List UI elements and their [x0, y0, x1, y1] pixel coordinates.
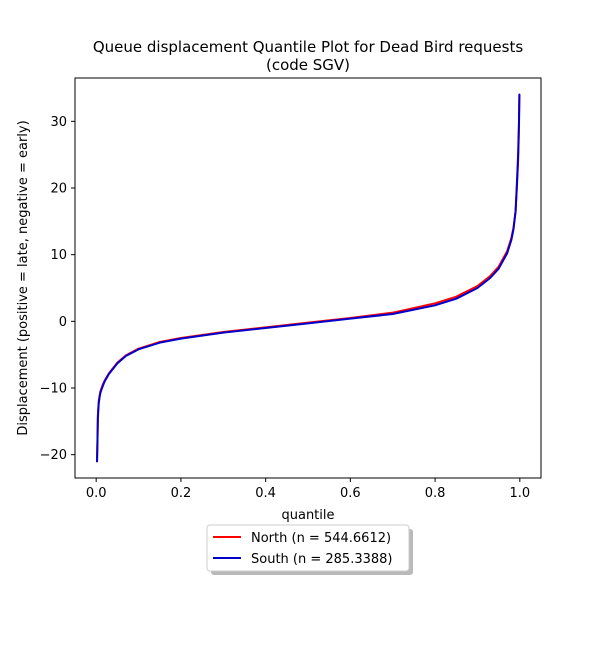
legend-box: [206, 524, 410, 572]
x-axis-label: quantile: [281, 508, 334, 523]
x-tick-label: 0.0: [86, 486, 107, 501]
y-axis-ticks: −20 −10 0 10 20 30: [40, 115, 75, 463]
x-tick-label: 0.8: [425, 486, 446, 501]
plot-content: [96, 93, 521, 463]
x-axis-ticks: 0.0 0.2 0.4 0.6 0.8 1.0: [86, 478, 530, 501]
plot-frame: [74, 77, 542, 479]
y-tick-label: 0: [59, 315, 67, 330]
chart-subtitle: (code SGV): [266, 56, 350, 74]
x-tick-label: 0.2: [171, 486, 192, 501]
chart-title: Queue displacement Quantile Plot for Dea…: [93, 38, 523, 56]
series-line-south: [96, 93, 521, 463]
y-axis-label: Displacement (positive = late, negative …: [16, 120, 31, 435]
y-tick-label: −10: [40, 382, 67, 397]
x-tick-label: 0.4: [255, 486, 276, 501]
y-tick-label: 20: [50, 182, 67, 197]
legend-entry-south: South (n = 285.3388): [251, 552, 392, 567]
legend: North (n = 544.6612) South (n = 285.3388…: [206, 524, 413, 575]
x-tick-label: 0.6: [340, 486, 361, 501]
legend-entry-north: North (n = 544.6612): [251, 531, 391, 546]
x-tick-label: 1.0: [509, 486, 530, 501]
y-tick-label: 30: [50, 115, 67, 130]
y-tick-label: −20: [40, 448, 67, 463]
series-line-north: [96, 93, 521, 463]
y-tick-label: 10: [50, 248, 67, 263]
